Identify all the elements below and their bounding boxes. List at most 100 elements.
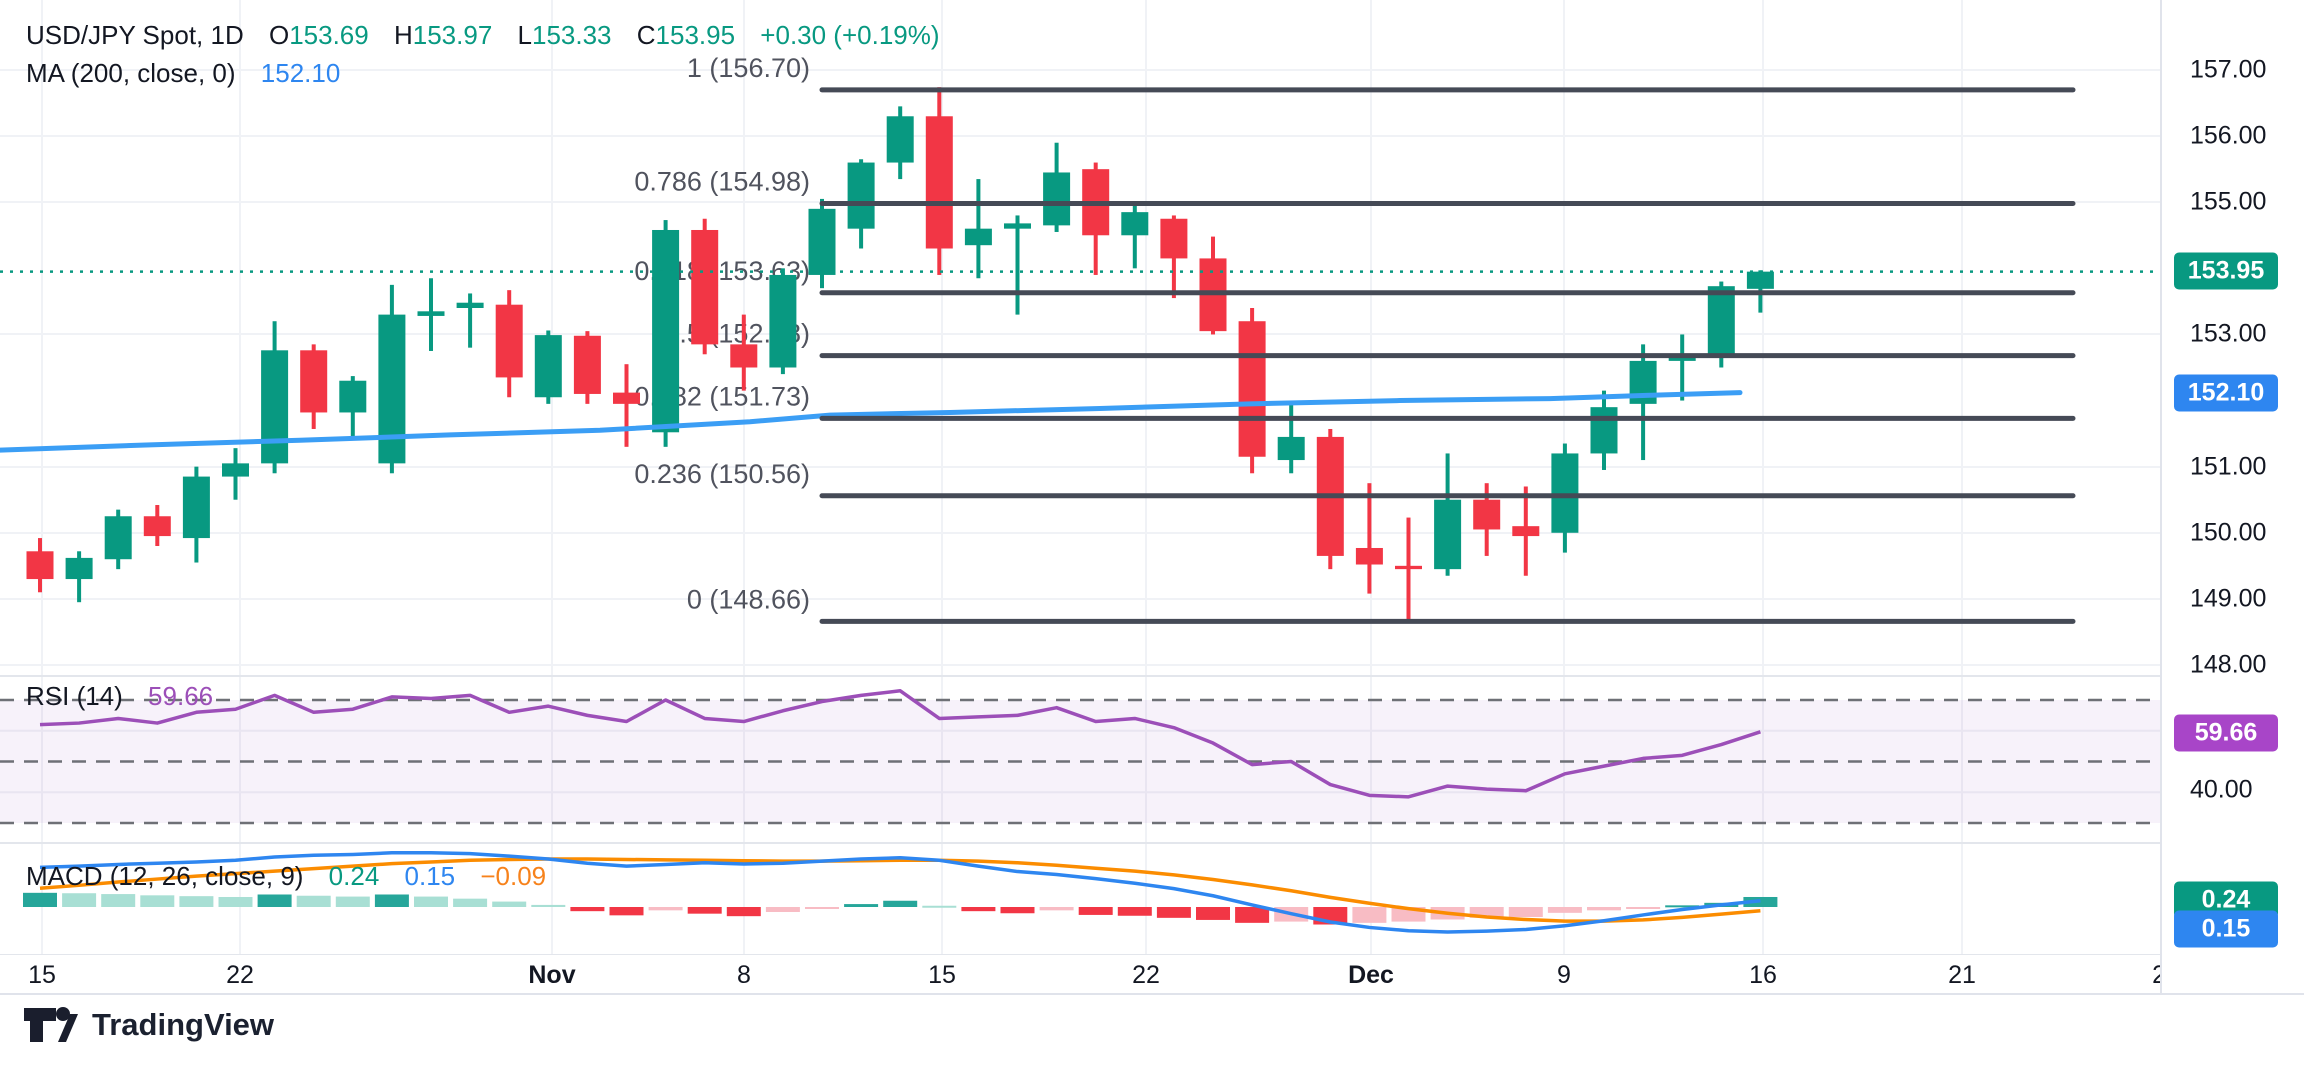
ohlc-open: O153.69 [268, 20, 369, 50]
macd-label: MACD (12, 26, close, 9) [26, 861, 304, 891]
candle-wick [1680, 334, 1685, 401]
candle-body [1160, 218, 1188, 259]
price-tick: 40.00 [2190, 775, 2253, 804]
macd-bar [1626, 907, 1661, 909]
rsi-legend[interactable]: RSI (14) 59.66 [26, 681, 213, 712]
candle-body [1551, 453, 1579, 533]
fib-retracement[interactable] [819, 87, 2076, 624]
candle-body [1590, 407, 1618, 454]
candle-body [1434, 499, 1462, 570]
macd-bar [101, 894, 136, 907]
ohlc-low: L153.33 [517, 20, 612, 50]
candle-body [222, 463, 249, 477]
candle-body [847, 162, 875, 229]
macd-line-value: 0.15 [404, 861, 456, 891]
macd-bar [1039, 907, 1074, 911]
macd-hist-value: 0.24 [328, 861, 380, 891]
rsi-line[interactable] [39, 689, 1761, 799]
candle-body [1473, 499, 1501, 530]
candle-body [808, 208, 836, 275]
time-axis[interactable]: 1522Nov81522Dec9162126 [0, 955, 2304, 995]
macd-bar [805, 907, 839, 909]
candle-body [1121, 212, 1149, 236]
price-axis[interactable]: 157.00 156.00 155.00 153.00 151.00 150.00 149.… [2160, 0, 2304, 993]
macd-bar [374, 894, 409, 907]
candle-body [104, 516, 132, 560]
macd-bar [1547, 907, 1582, 913]
macd-bar [726, 907, 761, 917]
candle-body [378, 314, 406, 464]
macd-bar [570, 907, 605, 912]
candle-wick [1406, 517, 1411, 623]
price-tick: 149.00 [2190, 584, 2267, 613]
rsi-value: 59.66 [148, 681, 214, 711]
macd-bar [1665, 905, 1700, 908]
macd-bar [961, 907, 996, 912]
price-tick: 155.00 [2190, 187, 2267, 216]
price-tick: 156.00 [2190, 121, 2267, 150]
macd-bar [179, 896, 214, 907]
price-tick: 148.00 [2190, 650, 2267, 679]
macd-bar [1469, 907, 1504, 918]
candle-body [65, 557, 93, 580]
candle-body [143, 516, 171, 537]
time-tick: 16 [1749, 961, 1777, 989]
macd-main-line[interactable] [39, 851, 1761, 934]
candle-body [573, 335, 601, 394]
candle-wick [624, 364, 629, 447]
macd-bar [1196, 907, 1230, 920]
macd-bar [883, 900, 918, 907]
macd-bar [62, 893, 97, 907]
macd-bar [1587, 907, 1621, 911]
svg-text:0.236 (150.56): 0.236 (150.56) [634, 459, 810, 489]
macd-bar [1117, 907, 1152, 916]
candle-body [1355, 547, 1383, 565]
ohlc-high: H153.97 [393, 20, 493, 50]
candle-body [417, 311, 445, 316]
candle-body [964, 228, 992, 246]
macd-legend[interactable]: MACD (12, 26, close, 9) 0.24 0.15 −0.09 [26, 861, 564, 892]
candle-wick [1015, 215, 1020, 315]
macd-bar [609, 907, 644, 916]
tradingview-logo-icon [24, 1007, 78, 1042]
time-tick: 9 [1557, 961, 1571, 989]
candle-body [1277, 436, 1305, 461]
ma-legend[interactable]: MA (200, close, 0) 152.10 [26, 58, 340, 89]
rsi-band [0, 698, 2160, 825]
svg-text:0 (148.66): 0 (148.66) [687, 584, 810, 614]
svg-text:1 (156.70): 1 (156.70) [687, 53, 810, 83]
macd-bar [1352, 907, 1387, 923]
macd-bar [492, 901, 527, 907]
ma-label: MA (200, close, 0) [26, 58, 236, 88]
svg-text:0.786 (154.98): 0.786 (154.98) [634, 167, 810, 197]
candle-body [26, 551, 54, 580]
macd-bar [765, 907, 800, 913]
macd-bar [414, 896, 448, 907]
macd-bar [296, 895, 331, 907]
macd-bar [687, 907, 722, 914]
macd-bar [1000, 907, 1035, 914]
candle-body [1395, 565, 1422, 570]
candle-body [886, 116, 914, 163]
macd-signal-line[interactable] [39, 857, 1761, 923]
macd-bar [1508, 907, 1543, 918]
time-tick: Dec [1348, 961, 1394, 989]
price-tick: 157.00 [2190, 55, 2267, 84]
time-tick: Nov [528, 961, 576, 989]
axis-badge: 59.66 [2174, 714, 2278, 752]
macd-bar [1078, 907, 1113, 915]
candle-wick [468, 293, 473, 348]
tradingview-logo-text: TradingView [92, 1007, 275, 1042]
price-tick: 151.00 [2190, 452, 2267, 481]
candle-body [1043, 172, 1071, 226]
candle-body [1238, 321, 1266, 457]
tradingview-logo[interactable]: TradingView [22, 1002, 274, 1048]
ma-200-line[interactable] [0, 390, 1743, 453]
rsi-label: RSI (14) [26, 681, 123, 711]
symbol-legend[interactable]: USD/JPY Spot, 1D O153.69 H153.97 L153.33… [26, 20, 958, 51]
candle-body [1707, 286, 1735, 357]
axis-badge: 152.10 [2174, 374, 2278, 412]
time-tick: 15 [28, 961, 56, 989]
macd-bar [648, 907, 683, 911]
